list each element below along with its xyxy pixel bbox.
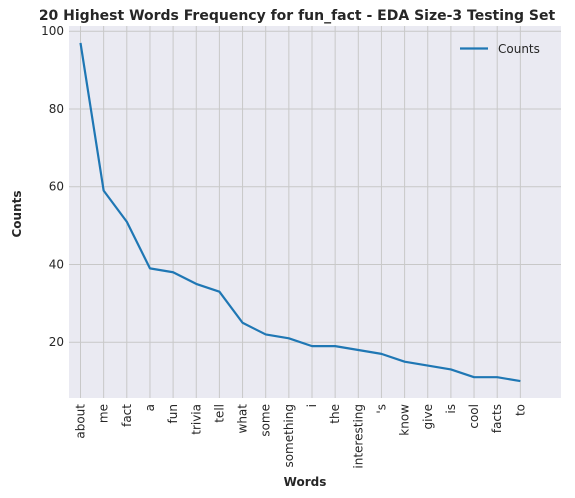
x-tick-label: fun bbox=[166, 404, 180, 423]
y-tick-label: 20 bbox=[49, 335, 64, 349]
x-tick-label: me bbox=[97, 404, 111, 423]
x-axis-label: Words bbox=[284, 475, 327, 489]
y-tick-label: 100 bbox=[41, 24, 64, 38]
x-tick-label: interesting bbox=[351, 404, 365, 469]
x-tick-label: to bbox=[513, 404, 527, 416]
x-tick-label: trivia bbox=[189, 404, 203, 435]
y-tick-labels: 20 40 60 80 100 bbox=[41, 24, 64, 349]
x-tick-label: is bbox=[444, 404, 458, 414]
x-tick-labels: about me fact a fun trivia tell what some somethi… bbox=[74, 404, 528, 469]
x-tick-label: know bbox=[398, 404, 412, 436]
legend: Counts bbox=[460, 42, 540, 56]
plot-background bbox=[69, 26, 561, 398]
y-tick-label: 60 bbox=[49, 180, 64, 194]
y-axis-label: Counts bbox=[10, 190, 24, 237]
legend-label-counts: Counts bbox=[498, 42, 540, 56]
x-tick-label: some bbox=[259, 404, 273, 437]
series-line-counts bbox=[79, 42, 521, 383]
x-tick-label: tell bbox=[212, 404, 226, 423]
x-tick-label: facts bbox=[490, 404, 504, 433]
x-tick-label: cool bbox=[467, 404, 481, 429]
x-tick-label: the bbox=[328, 404, 342, 424]
x-tick-label: what bbox=[236, 404, 250, 434]
y-grid bbox=[69, 30, 561, 343]
x-tick-label: i bbox=[305, 404, 319, 407]
y-tick-label: 80 bbox=[49, 102, 64, 116]
y-tick-label: 40 bbox=[49, 257, 64, 271]
x-tick-label: give bbox=[421, 404, 435, 429]
x-tick-label: something bbox=[282, 404, 296, 468]
x-tick-label: 's bbox=[374, 404, 388, 414]
x-tick-label: fact bbox=[120, 404, 134, 427]
x-tick-label: a bbox=[143, 404, 157, 411]
chart-title: 20 Highest Words Frequency for fun_fact … bbox=[39, 8, 556, 24]
x-grid bbox=[80, 26, 521, 398]
x-tick-label: about bbox=[74, 404, 88, 439]
